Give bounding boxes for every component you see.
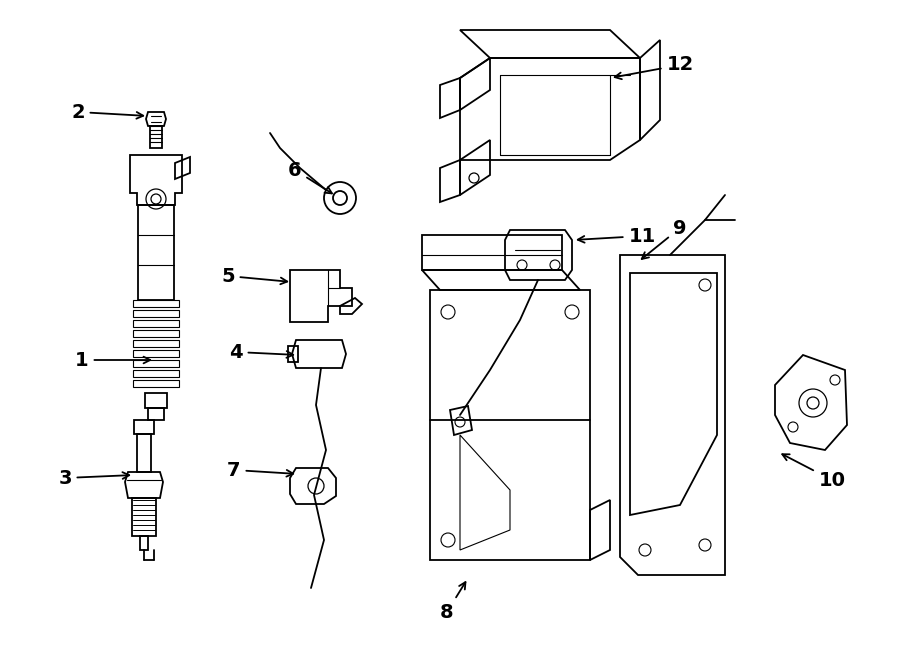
Bar [430, 290, 590, 560]
Text: 2: 2 [71, 102, 143, 122]
Bar [132, 498, 156, 536]
Bar [150, 126, 162, 148]
Text: 1: 1 [76, 350, 150, 369]
Bar [137, 434, 151, 472]
Text: 3: 3 [58, 469, 130, 488]
Text: 7: 7 [227, 461, 293, 479]
Bar [145, 393, 167, 408]
Text: 9: 9 [642, 219, 687, 259]
Text: 12: 12 [615, 56, 694, 79]
Text: 4: 4 [230, 342, 293, 362]
Bar [134, 420, 154, 434]
Bar [148, 408, 164, 420]
Text: 8: 8 [440, 582, 465, 621]
Text: 6: 6 [288, 161, 332, 194]
Text: 5: 5 [221, 266, 287, 286]
Bar [288, 346, 298, 362]
Text: 11: 11 [578, 227, 655, 245]
Bar [140, 536, 148, 550]
Text: 10: 10 [782, 454, 845, 490]
Bar [138, 205, 174, 300]
